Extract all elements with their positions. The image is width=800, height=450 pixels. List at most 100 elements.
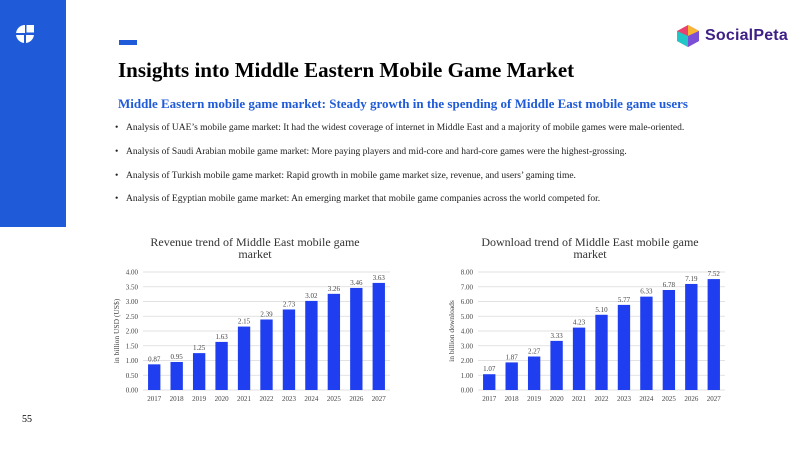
y-tick-label: 4.00 bbox=[126, 269, 139, 277]
data-label: 7.52 bbox=[708, 270, 721, 278]
bar bbox=[192, 353, 206, 390]
title-accent-dash bbox=[119, 40, 137, 45]
x-tick-label: 2022 bbox=[260, 395, 275, 403]
data-label: 2.73 bbox=[283, 300, 296, 308]
y-tick-label: 3.00 bbox=[461, 342, 474, 350]
data-label: 1.25 bbox=[193, 344, 206, 352]
chart-title: Revenue trend of Middle East mobile game… bbox=[150, 235, 360, 261]
y-tick-label: 3.50 bbox=[126, 283, 139, 291]
data-label: 1.87 bbox=[506, 353, 519, 361]
bar bbox=[662, 289, 676, 390]
y-tick-label: 1.00 bbox=[126, 357, 139, 365]
bullet-item: Analysis of UAE’s mobile game market: It… bbox=[115, 122, 684, 134]
bar bbox=[350, 287, 363, 390]
data-label: 7.19 bbox=[685, 275, 698, 283]
y-tick-label: 0.50 bbox=[126, 372, 139, 380]
x-tick-label: 2019 bbox=[192, 395, 207, 403]
page-subtitle: Middle Eastern mobile game market: Stead… bbox=[118, 96, 688, 111]
data-label: 2.15 bbox=[238, 318, 251, 326]
bullet-item: Analysis of Turkish mobile game market: … bbox=[115, 170, 684, 182]
bar bbox=[237, 326, 251, 390]
data-label: 5.10 bbox=[595, 306, 608, 314]
data-label: 1.07 bbox=[483, 365, 496, 373]
data-label: 3.63 bbox=[373, 274, 386, 282]
data-label: 5.77 bbox=[618, 296, 631, 304]
x-tick-label: 2026 bbox=[349, 395, 364, 403]
data-label: 0.95 bbox=[171, 353, 184, 361]
x-tick-label: 2023 bbox=[617, 395, 632, 403]
data-label: 3.02 bbox=[305, 292, 318, 300]
x-tick-label: 2020 bbox=[550, 395, 565, 403]
brand-mark-icon bbox=[677, 25, 699, 47]
y-axis-label: in billion downloads bbox=[447, 300, 456, 362]
x-tick-label: 2024 bbox=[304, 395, 319, 403]
bar bbox=[685, 283, 698, 390]
x-tick-label: 2025 bbox=[662, 395, 677, 403]
y-tick-label: 1.00 bbox=[461, 372, 474, 380]
bar bbox=[595, 314, 608, 390]
download-chart-plot: 0.00 1.00 2.00 3.00 4.00 5.00 6.00 7.00 8.00 in b… bbox=[447, 269, 725, 403]
x-tick-label: 2018 bbox=[170, 395, 185, 403]
bar bbox=[527, 356, 541, 390]
y-tick-label: 2.50 bbox=[126, 313, 139, 321]
y-tick-label: 8.00 bbox=[461, 269, 474, 277]
x-tick-label: 2025 bbox=[327, 395, 342, 403]
x-tick-label: 2018 bbox=[505, 395, 520, 403]
y-tick-label: 0.00 bbox=[126, 387, 139, 395]
bar bbox=[483, 374, 496, 390]
revenue-chart: Revenue trend of Middle East mobile game… bbox=[110, 234, 400, 414]
data-label: 3.33 bbox=[550, 332, 563, 340]
bar bbox=[305, 300, 318, 390]
bar bbox=[148, 364, 161, 390]
bar bbox=[327, 293, 341, 390]
x-tick-label: 2022 bbox=[595, 395, 610, 403]
data-label: 6.33 bbox=[640, 288, 653, 296]
y-tick-label: 2.00 bbox=[126, 328, 139, 336]
x-tick-label: 2017 bbox=[147, 395, 162, 403]
data-label: 3.46 bbox=[350, 279, 363, 287]
bullet-item: Analysis of Egyptian mobile game market:… bbox=[115, 193, 684, 205]
bar bbox=[572, 327, 586, 390]
bar bbox=[550, 340, 563, 390]
x-tick-label: 2026 bbox=[684, 395, 699, 403]
x-tick-label: 2019 bbox=[527, 395, 542, 403]
y-tick-label: 4.00 bbox=[461, 328, 474, 336]
brand-logo: SocialPeta bbox=[675, 23, 788, 49]
bar bbox=[505, 362, 518, 390]
download-chart: Download trend of Middle East mobile gam… bbox=[445, 234, 735, 414]
y-tick-label: 1.50 bbox=[126, 342, 139, 350]
x-tick-label: 2027 bbox=[707, 395, 722, 403]
x-tick-label: 2027 bbox=[372, 395, 387, 403]
chart-title: Download trend of Middle East mobile gam… bbox=[481, 235, 699, 261]
y-tick-label: 5.00 bbox=[461, 313, 474, 321]
y-tick-label: 7.00 bbox=[461, 283, 474, 291]
bar bbox=[707, 279, 720, 390]
y-tick-label: 3.00 bbox=[126, 298, 139, 306]
data-label: 3.26 bbox=[328, 285, 341, 293]
bar bbox=[617, 304, 631, 390]
data-label: 2.27 bbox=[528, 348, 541, 356]
bar bbox=[640, 296, 653, 390]
bar bbox=[215, 341, 228, 390]
x-tick-label: 2017 bbox=[482, 395, 497, 403]
data-label: 1.63 bbox=[215, 333, 228, 341]
bar bbox=[260, 319, 273, 390]
y-tick-label: 6.00 bbox=[461, 298, 474, 306]
x-tick-label: 2020 bbox=[215, 395, 230, 403]
revenue-chart-plot: 0.00 0.50 1.00 1.50 2.00 2.50 3.00 3.50 4.00 in b… bbox=[112, 269, 390, 403]
app-logo-icon bbox=[16, 25, 34, 43]
data-label: 4.23 bbox=[573, 319, 586, 327]
x-tick-label: 2021 bbox=[572, 395, 587, 403]
y-axis-label: in billion USD (US$) bbox=[112, 298, 121, 363]
side-accent-bar bbox=[0, 0, 66, 227]
data-label: 2.39 bbox=[260, 310, 273, 318]
data-label: 6.78 bbox=[663, 281, 676, 289]
bar bbox=[372, 282, 385, 390]
x-tick-label: 2021 bbox=[237, 395, 252, 403]
x-tick-label: 2024 bbox=[639, 395, 654, 403]
x-tick-label: 2023 bbox=[282, 395, 297, 403]
data-label: 0.87 bbox=[148, 355, 161, 363]
y-tick-label: 0.00 bbox=[461, 387, 474, 395]
brand-name: SocialPeta bbox=[705, 27, 788, 44]
y-tick-label: 2.00 bbox=[461, 357, 474, 365]
